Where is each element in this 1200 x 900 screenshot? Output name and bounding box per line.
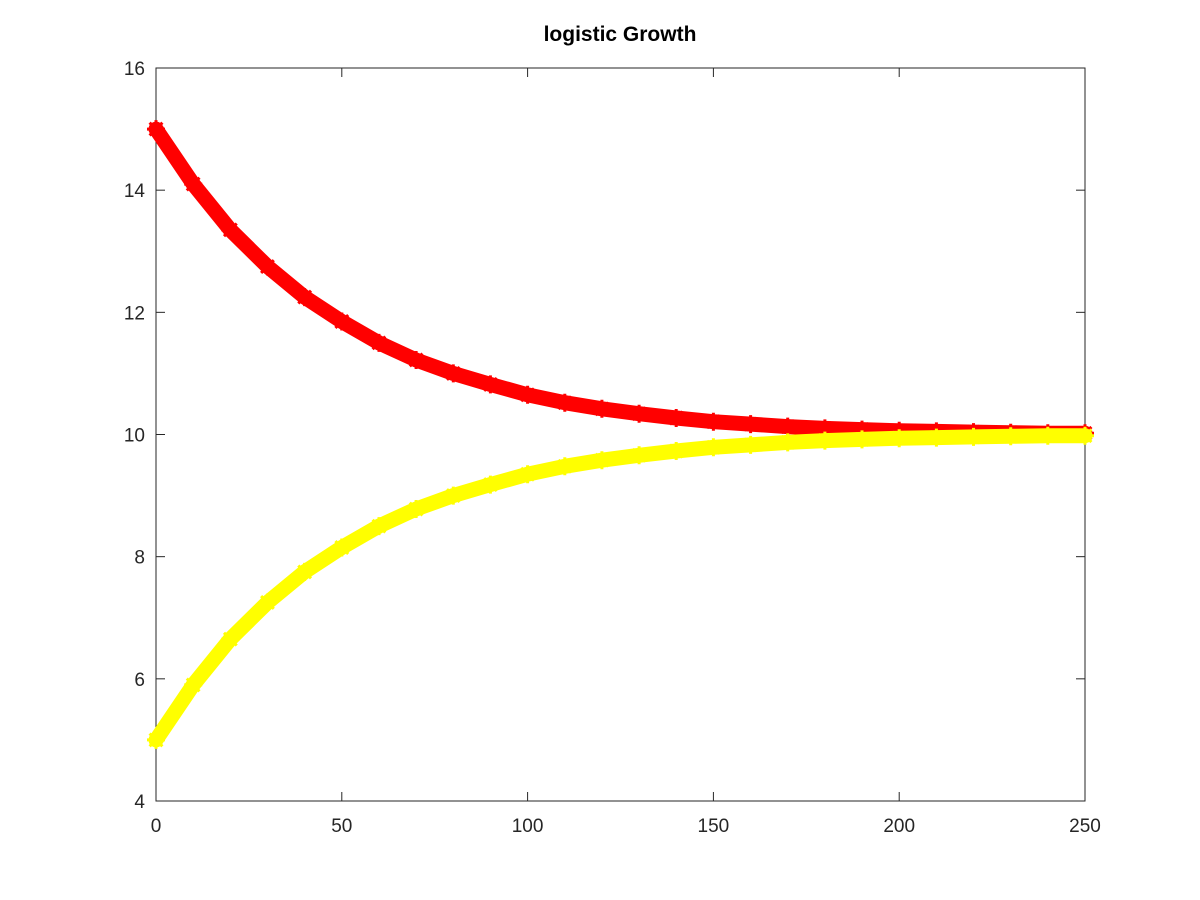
series-1-point — [295, 288, 314, 307]
series-1-point — [444, 364, 463, 383]
plot-area: 0 50 100 150 200 250 4 6 8 10 12 14 16 — [124, 59, 1101, 837]
y-tick-label: 8 — [134, 548, 145, 569]
series-2-point — [704, 438, 723, 457]
series-1-point — [704, 412, 723, 431]
x-tick-label: 100 — [512, 816, 544, 837]
series-2-point — [295, 562, 314, 581]
series-1-point — [184, 175, 203, 194]
series-1-point — [518, 385, 537, 404]
series-2-point — [1038, 426, 1057, 445]
x-tick-label: 250 — [1069, 816, 1101, 837]
series-2-point — [630, 446, 649, 465]
series-2-point — [667, 442, 686, 460]
x-tick-label: 200 — [883, 816, 915, 837]
series-1-point — [853, 420, 871, 439]
series-1-point — [332, 312, 351, 331]
series-2-point — [1076, 426, 1094, 445]
series-2-point — [778, 433, 797, 452]
y-tick-label: 6 — [134, 670, 145, 691]
series-1-point — [147, 120, 165, 139]
series-2-point — [741, 435, 760, 454]
series-2-point — [964, 427, 983, 446]
series-2-point — [815, 431, 834, 450]
series-2-point — [592, 451, 611, 470]
series-2-point — [890, 429, 909, 448]
series-1-point — [370, 333, 388, 352]
series-1-point — [815, 419, 834, 438]
series-1-point — [407, 351, 426, 369]
y-tick-label: 14 — [124, 181, 146, 202]
series-1-point — [221, 220, 240, 239]
y-tick-label: 16 — [124, 59, 145, 80]
series-1-point — [258, 257, 277, 276]
series-2-point — [444, 486, 463, 505]
series-2-point — [258, 593, 277, 612]
series-2-point — [332, 538, 351, 557]
series-1-point — [592, 399, 611, 418]
series-2-point — [1001, 427, 1020, 446]
series-2-point — [481, 475, 500, 494]
x-tick-label: 150 — [698, 816, 730, 837]
series-1-point — [741, 415, 760, 434]
series-2-point — [518, 465, 537, 484]
x-tick-label: 50 — [331, 816, 352, 837]
series-2-point — [147, 730, 165, 749]
series-2-point — [555, 457, 574, 476]
y-tick-label: 4 — [134, 792, 145, 813]
series-1-point — [778, 417, 797, 436]
series-2-point — [853, 430, 871, 449]
series-2-point — [370, 517, 388, 536]
series-2-point — [221, 630, 240, 649]
y-tick-label: 10 — [124, 426, 145, 447]
series-2-point — [184, 675, 203, 694]
chart-title: logistic Growth — [544, 23, 697, 46]
series-2-point — [927, 428, 946, 447]
series-1-point — [555, 393, 574, 412]
x-tick-label: 0 — [151, 816, 162, 837]
series-1-point — [667, 409, 686, 427]
series-2-point — [407, 500, 426, 518]
series-1-point — [481, 375, 500, 394]
y-tick-label: 12 — [124, 303, 145, 324]
series-1-point — [630, 404, 649, 423]
